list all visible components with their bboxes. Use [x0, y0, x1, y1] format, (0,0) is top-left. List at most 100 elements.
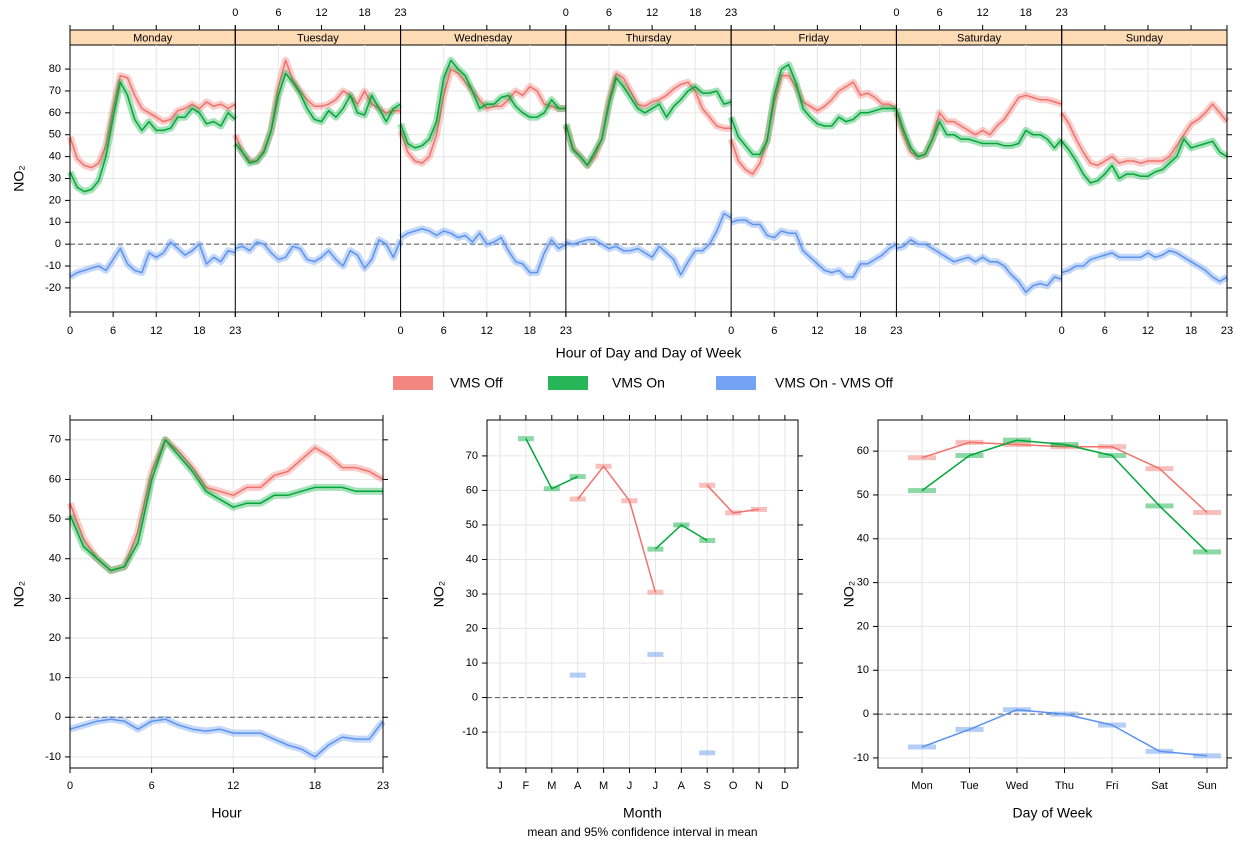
interval-bar	[699, 750, 716, 756]
series-line	[399, 59, 566, 149]
x-tick-label: 0	[398, 325, 404, 337]
series-line	[895, 108, 1063, 158]
y-tick-label: 40	[49, 553, 61, 565]
x-axis-label: Hour of Day and Day of Week	[556, 345, 743, 361]
interval-bar	[1003, 437, 1031, 443]
x-tick-label: Thu	[1055, 780, 1074, 792]
x-tick-label: 12	[811, 325, 823, 337]
x-tick-label: 12	[227, 780, 239, 792]
series-line	[400, 228, 567, 274]
y-tick-label: 10	[49, 672, 61, 684]
y-tick-label: 20	[49, 632, 61, 644]
panel-title: Monday	[133, 32, 173, 44]
series-line	[730, 63, 897, 156]
x-tick-label: 18	[359, 7, 371, 19]
panel-title: Wednesday	[454, 32, 512, 44]
y-tick-label: 70	[49, 434, 61, 446]
legend-label: VMS On	[612, 375, 665, 391]
interval-bar	[595, 463, 612, 469]
x-tick-label: 0	[232, 7, 238, 19]
interval-bar	[569, 496, 586, 502]
x-tick-label: J	[653, 780, 659, 792]
interval-bar	[517, 436, 534, 442]
caption: mean and 95% confidence interval in mean	[527, 825, 757, 839]
y-tick-label: 10	[857, 664, 869, 676]
series-line	[235, 239, 402, 269]
x-tick-label: 6	[606, 7, 612, 19]
interval-bar	[1050, 442, 1079, 448]
y-tick-label: 80	[49, 63, 61, 75]
y-tick-label: 70	[49, 85, 61, 97]
series-line	[69, 81, 236, 193]
x-tick-label: 23	[725, 7, 737, 19]
panel-title: Thursday	[626, 32, 672, 44]
y-tick-label: 0	[55, 238, 61, 250]
series-line	[921, 708, 1208, 757]
x-axis-label: Month	[623, 805, 662, 821]
interval-bar	[647, 589, 664, 595]
interval-bar	[1050, 444, 1079, 450]
y-tick-label: 0	[472, 691, 478, 703]
y-tick-label: 60	[466, 484, 478, 496]
y-tick-label: -10	[462, 726, 478, 738]
y-tick-label: 50	[466, 519, 478, 531]
x-tick-label: 12	[150, 325, 162, 337]
interval-bar	[955, 439, 984, 445]
series-line	[525, 438, 708, 550]
x-tick-label: A	[574, 780, 582, 792]
plot-frame	[877, 419, 1228, 769]
legend-label: VMS Off	[450, 375, 503, 391]
x-tick-label: 6	[771, 325, 777, 337]
interval-bar	[1145, 503, 1174, 509]
interval-bar	[647, 651, 664, 657]
y-tick-label: 30	[49, 592, 61, 604]
series-line	[921, 441, 1208, 514]
x-tick-label: 12	[315, 7, 327, 19]
y-tick-label: 40	[466, 553, 478, 565]
series-line	[730, 74, 897, 175]
x-tick-label: Wed	[1006, 780, 1028, 792]
interval-bar	[1003, 442, 1031, 448]
interval-bar	[908, 744, 936, 750]
confidence-band	[66, 78, 238, 196]
y-tick-label: 20	[857, 620, 869, 632]
x-tick-label: 12	[977, 7, 989, 19]
y-tick-label: 10	[49, 216, 61, 228]
y-tick-label: 0	[863, 708, 869, 720]
confidence-band	[893, 91, 1063, 161]
series-line	[69, 718, 384, 758]
confidence-band	[730, 216, 899, 281]
x-tick-label: 18	[1185, 325, 1197, 337]
interval-bar	[1193, 549, 1221, 555]
series-line	[895, 94, 1062, 158]
legend-label: VMS On - VMS Off	[775, 375, 893, 391]
plot-frame	[69, 29, 1228, 313]
x-tick-label: 6	[110, 325, 116, 337]
y-tick-label: 30	[466, 588, 478, 600]
plot-frame	[69, 419, 384, 769]
series-line	[399, 68, 566, 164]
x-tick-label: 6	[936, 7, 942, 19]
interval-bar	[569, 474, 586, 480]
confidence-band	[232, 56, 401, 165]
y-axis-label: NO₂	[431, 581, 447, 607]
y-tick-label: 50	[49, 513, 61, 525]
x-tick-label: Tue	[960, 780, 979, 792]
y-tick-label: 20	[466, 622, 478, 634]
interval-bar	[647, 546, 664, 552]
y-tick-label: 10	[466, 657, 478, 669]
x-tick-label: 23	[560, 325, 572, 337]
x-tick-label: 23	[1056, 7, 1068, 19]
panel-title: Friday	[799, 32, 830, 44]
x-tick-label: 6	[441, 325, 447, 337]
panel-title: Saturday	[957, 32, 1002, 44]
y-axis-label: NO₂	[11, 581, 27, 607]
y-tick-label: 50	[857, 489, 869, 501]
x-tick-label: 0	[67, 325, 73, 337]
y-tick-label: 20	[49, 194, 61, 206]
panel-title: Tuesday	[297, 32, 339, 44]
x-tick-label: Mon	[911, 780, 932, 792]
x-tick-label: Fri	[1106, 780, 1119, 792]
series-line	[921, 439, 1208, 553]
x-tick-label: 23	[377, 780, 389, 792]
